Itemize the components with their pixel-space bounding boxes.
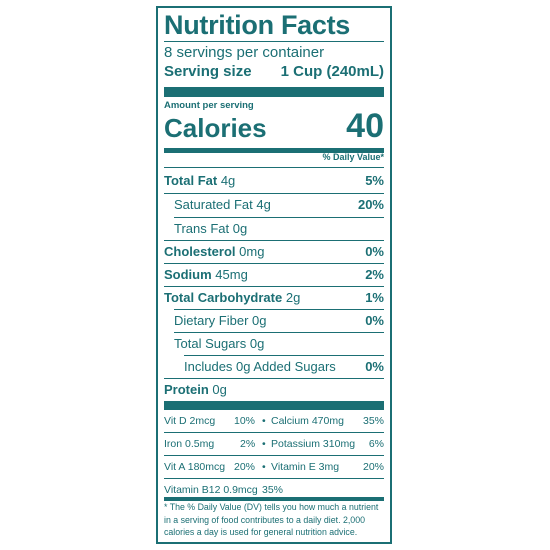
nutrient-amount: 4g bbox=[220, 173, 236, 188]
nutrient-row-dietary-fiber: Dietary Fiber 0g 0% bbox=[164, 310, 384, 332]
nutrient-daily-value: 0% bbox=[365, 244, 384, 259]
nutrient-name: Includes 0g Added Sugars bbox=[184, 359, 336, 374]
divider bbox=[164, 193, 384, 194]
daily-value-footnote: * The % Daily Value (DV) tells you how m… bbox=[164, 502, 379, 537]
serving-size: Serving size 1 Cup (240mL) bbox=[164, 63, 384, 80]
amount-per-serving: Amount per serving bbox=[164, 100, 254, 111]
divider bbox=[184, 355, 384, 356]
serving-size-value: 1 Cup (240mL) bbox=[280, 63, 384, 80]
medium-divider bbox=[164, 148, 384, 153]
nutrient-amount: 4g bbox=[256, 197, 271, 212]
vitamin-daily-value: 20% bbox=[362, 461, 384, 473]
divider bbox=[174, 309, 384, 310]
vitamin-name: Vit A 180mcg bbox=[164, 461, 226, 473]
vitamin-row: Vitamin B12 0.9mcg 35% bbox=[164, 479, 384, 501]
vitamin-name: Vitamin E 3mg bbox=[271, 461, 340, 473]
divider bbox=[164, 286, 384, 287]
divider bbox=[164, 378, 384, 379]
divider bbox=[164, 432, 384, 433]
nutrient-amount: 0g bbox=[252, 313, 267, 328]
nutrient-row-saturated-fat: Saturated Fat 4g 20% bbox=[164, 194, 384, 216]
vitamin-name: Vitamin B12 0.9mcg bbox=[164, 484, 258, 496]
nutrient-amount: 0g bbox=[232, 221, 248, 236]
divider bbox=[164, 478, 384, 479]
calories-value: 40 bbox=[346, 107, 384, 145]
daily-value-header: % Daily Value* bbox=[322, 152, 384, 162]
vitamin-name: Calcium 470mg bbox=[271, 415, 344, 427]
vitamin-row: Iron 0.5mg 2% • Potassium 310mg 6% bbox=[164, 433, 384, 455]
divider bbox=[174, 217, 384, 218]
vitamin-row: Vit D 2mcg 10% • Calcium 470mg 35% bbox=[164, 410, 384, 432]
nutrient-daily-value: 2% bbox=[365, 267, 384, 282]
nutrient-row-total-sugars: Total Sugars 0g bbox=[164, 333, 384, 355]
nutrient-name: Cholesterol bbox=[164, 244, 236, 259]
serving-size-label: Serving size bbox=[164, 63, 252, 80]
vitamin-daily-value: 20% bbox=[234, 461, 256, 473]
nutrient-name: Total Sugars bbox=[174, 336, 247, 351]
divider bbox=[174, 332, 384, 333]
vitamin-daily-value: 10% bbox=[234, 415, 256, 427]
divider bbox=[164, 240, 384, 241]
bullet: • bbox=[262, 461, 266, 473]
vitamin-name: Iron 0.5mg bbox=[164, 438, 215, 450]
nutrient-row-protein: Protein 0g bbox=[164, 379, 384, 401]
nutrient-row-total-carbohydrate: Total Carbohydrate 2g 1% bbox=[164, 287, 384, 309]
vitamin-daily-value: 2% bbox=[240, 438, 256, 450]
nutrient-name: Dietary Fiber bbox=[174, 313, 249, 328]
bullet: • bbox=[262, 438, 266, 450]
bullet: • bbox=[262, 415, 266, 427]
nutrient-daily-value: 5% bbox=[365, 173, 384, 188]
vitamin-name: Potassium 310mg bbox=[271, 438, 356, 450]
nutrient-row-sodium: Sodium 45mg 2% bbox=[164, 264, 384, 286]
nutrient-name: Total Carbohydrate bbox=[164, 290, 283, 305]
divider bbox=[164, 167, 384, 168]
nutrient-daily-value: 20% bbox=[357, 197, 384, 212]
nutrient-row-trans-fat: Trans Fat 0g bbox=[164, 218, 384, 240]
nutrient-daily-value: 1% bbox=[365, 290, 384, 305]
vitamin-name: Vit D 2mcg bbox=[164, 415, 216, 427]
nutrient-amount: 0mg bbox=[239, 244, 265, 259]
nutrient-name: Sodium bbox=[164, 267, 212, 282]
nutrient-amount: 0g bbox=[212, 382, 227, 397]
nutrient-amount: 45mg bbox=[215, 267, 248, 282]
vitamin-daily-value: 35% bbox=[362, 415, 384, 427]
divider bbox=[164, 41, 384, 42]
medium-divider bbox=[164, 497, 384, 501]
nutrient-name: Protein bbox=[164, 382, 209, 397]
nutrition-facts-panel: Nutrition Facts 8 servings per container… bbox=[156, 6, 392, 544]
nutrient-name: Trans Fat bbox=[174, 221, 230, 236]
nutrient-row-cholesterol: Cholesterol 0mg 0% bbox=[164, 241, 384, 263]
thick-divider bbox=[164, 87, 384, 97]
vitamin-row: Vit A 180mcg 20% • Vitamin E 3mg 20% bbox=[164, 456, 384, 478]
servings-per-container: 8 servings per container bbox=[164, 44, 325, 61]
nutrient-row-added-sugars: Includes 0g Added Sugars 0% bbox=[164, 356, 384, 378]
calories-label: Calories bbox=[164, 113, 267, 143]
nutrient-name: Total Fat bbox=[164, 173, 218, 188]
nutrient-amount: 2g bbox=[285, 290, 301, 305]
vitamin-daily-value: 35% bbox=[262, 484, 284, 496]
nutrient-name: Saturated Fat bbox=[174, 197, 253, 212]
thick-divider bbox=[164, 401, 384, 410]
nutrient-amount: 0g bbox=[249, 336, 265, 351]
vitamin-daily-value: 6% bbox=[368, 438, 384, 450]
nutrient-row-total-fat: Total Fat 4g 5% bbox=[164, 170, 384, 192]
nutrient-daily-value: 0% bbox=[365, 313, 384, 328]
divider bbox=[164, 455, 384, 456]
nutrient-daily-value: 0% bbox=[365, 359, 384, 374]
label-title: Nutrition Facts bbox=[164, 10, 351, 40]
divider bbox=[164, 263, 384, 264]
